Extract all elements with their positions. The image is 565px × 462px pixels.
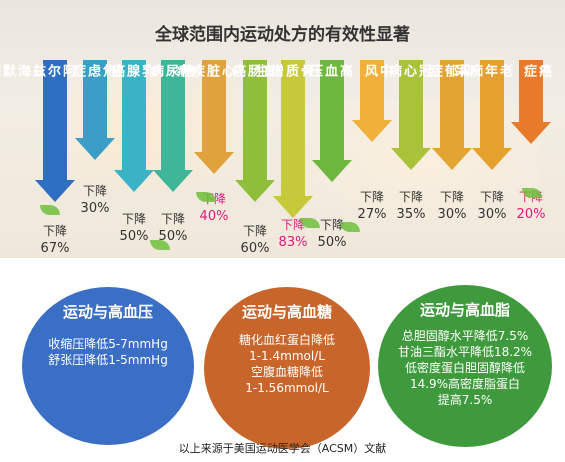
condition-label: 抑郁症: [427, 64, 472, 78]
reduction-label: 下降: [398, 190, 423, 204]
reduction-result: 下降 35%: [383, 188, 439, 224]
reduction-percent: 35%: [396, 207, 426, 222]
reduction-result: 下降 30%: [464, 188, 520, 224]
reduction-label: 下降: [121, 212, 146, 226]
down-arrow-icon: [432, 60, 472, 170]
bubble-line: 提高7.5%: [437, 393, 493, 407]
reduction-percent: 60%: [240, 241, 270, 256]
reduction-percent: 30%: [437, 207, 467, 222]
condition-label: 焦虑症: [70, 64, 115, 78]
reduction-label: 下降: [280, 218, 305, 232]
bubble-line: 甘油三酯水平降低18.2%: [397, 345, 533, 359]
leaf-icon: [40, 205, 60, 215]
condition-label: 阿尔兹海默病: [0, 64, 75, 78]
bubble-line: 收缩压降低5-7mmHg: [48, 337, 168, 351]
reduction-percent: 30%: [80, 201, 110, 216]
reduction-result: 下降 50%: [145, 210, 201, 246]
down-arrow-icon: [235, 60, 275, 202]
leaf-icon: [340, 222, 360, 232]
reduction-result: 下降 50%: [304, 216, 360, 252]
condition-label: 骨质增生: [253, 64, 313, 78]
reduction-result: 下降 83%: [265, 216, 321, 252]
reduction-label: 下降: [42, 224, 67, 238]
reduction-percent: 50%: [317, 235, 347, 250]
down-arrow-icon: [114, 60, 154, 192]
reduction-label: 下降: [82, 184, 107, 198]
down-arrow-icon: [273, 60, 313, 218]
condition-label: 直肠癌: [230, 64, 275, 78]
bubble-title: 运动与高血脂: [419, 301, 510, 319]
reduction-result: 下降 27%: [344, 188, 400, 224]
reduction-percent: 50%: [119, 229, 149, 244]
bubble-line: 14.9%高密度脂蛋白: [409, 377, 521, 391]
bubble-line: 1-1.56mmol/L: [245, 381, 329, 395]
leaf-icon: [196, 192, 216, 202]
down-arrow-icon: [391, 60, 431, 170]
reduction-percent: 40%: [199, 209, 229, 224]
reduction-percent: 20%: [516, 207, 546, 222]
bubble-blood-lipid: 运动与高血脂 总胆固醇水平降低7.5% 甘油三酯水平降低18.2% 低密度蛋白胆…: [378, 285, 552, 447]
bubble-blood-pressure: 运动与高血压 收缩压降低5-7mmHg 舒张压降低1-5mmHg: [22, 287, 194, 445]
reduction-result: 下降 30%: [424, 188, 480, 224]
condition-label: 高血压: [307, 64, 352, 78]
bubble-line: 空腹血糖降低: [250, 365, 323, 379]
reduction-result: 下降 60%: [227, 222, 283, 258]
condition-label: 中风: [362, 64, 392, 78]
bubble-line: 糖化血红蛋白降低: [238, 333, 335, 347]
condition-label: 冠心病: [386, 64, 431, 78]
reduction-label: 下降: [242, 224, 267, 238]
reduction-label: 下降: [479, 190, 504, 204]
down-arrow-icon: [194, 60, 234, 174]
bubble-title: 运动与高血糖: [241, 303, 332, 321]
down-arrow-icon: [352, 60, 392, 142]
bubble-line: 1-1.4mmol/L: [249, 349, 325, 363]
condition-label: 癌症: [521, 64, 551, 78]
down-arrow-icon: [35, 60, 75, 202]
leaf-icon: [300, 218, 320, 228]
reduction-percent: 50%: [158, 229, 188, 244]
leaf-icon: [150, 240, 170, 250]
condition-label: 心脏疾病: [174, 64, 234, 78]
condition-label: 乳腺癌: [109, 64, 154, 78]
reduction-percent: 30%: [477, 207, 507, 222]
reduction-percent: 83%: [278, 235, 308, 250]
page-title: 全球范围内运动处方的有效性显著: [155, 25, 410, 45]
reduction-percent: 27%: [357, 207, 387, 222]
down-arrow-icon: [472, 60, 512, 170]
bubble-line: 低密度蛋白胆固醇降低: [404, 361, 525, 375]
reduction-percent: 67%: [40, 241, 70, 256]
down-arrow-icon: [153, 60, 193, 192]
reduction-label: 下降: [359, 190, 384, 204]
down-arrow-icon: [75, 60, 115, 160]
reduction-label: 下降: [160, 212, 185, 226]
reduction-result: 下降 30%: [67, 182, 123, 218]
bubble-blood-sugar: 运动与高血糖 糖化血红蛋白降低 1-1.4mmol/L 空腹血糖降低 1-1.5…: [204, 287, 370, 449]
down-arrow-icon: [312, 60, 352, 182]
bubble-line: 舒张压降低1-5mmHg: [48, 353, 168, 367]
condition-label: 糖尿病: [148, 64, 193, 78]
bubble-title: 运动与高血压: [62, 303, 153, 321]
bubble-line: 总胆固醇水平降低7.5%: [401, 329, 529, 343]
reduction-label: 下降: [439, 190, 464, 204]
source-footnote: 以上来源于美国运动医学会（ACSM）文献: [178, 442, 387, 455]
reduction-result: 下降 50%: [106, 210, 162, 246]
reduction-result: 下降 67%: [27, 222, 83, 258]
reduction-label: 下降: [319, 218, 344, 232]
condition-label: 老年痴呆: [452, 64, 512, 78]
leaf-icon: [522, 188, 542, 198]
down-arrow-icon: [511, 60, 551, 144]
